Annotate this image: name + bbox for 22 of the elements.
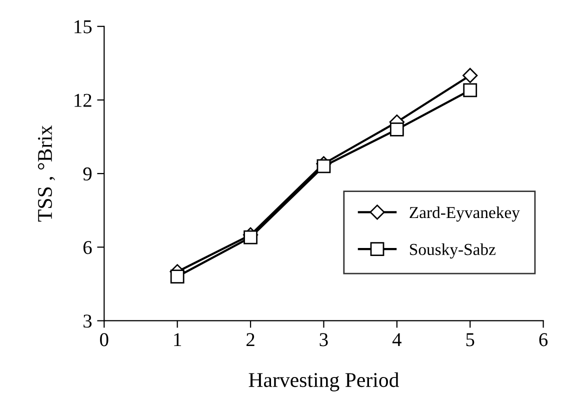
point — [316, 159, 331, 174]
y-axis-title: TSS , °Brix — [38, 125, 56, 222]
point — [462, 68, 478, 84]
x-tick-label: 2 — [246, 333, 254, 346]
x-tick-label: 3 — [320, 333, 328, 346]
point — [390, 122, 404, 136]
x-tick-label: 4 — [392, 333, 402, 346]
y-tick-label: 3 — [84, 314, 92, 328]
point — [170, 270, 184, 284]
y-tick-label: 15 — [74, 20, 92, 34]
y-tick-label: 9 — [83, 167, 92, 181]
y-tick-label: 12 — [74, 94, 92, 107]
point — [244, 230, 258, 244]
x-tick-label: 1 — [174, 333, 182, 346]
x-tick-label: 5 — [466, 333, 474, 346]
legend-label: Zard-Eyvanekey — [410, 206, 520, 222]
y-tick-label: 6 — [83, 241, 92, 254]
point — [463, 83, 478, 98]
x-axis-title: Harvesting Period — [248, 372, 399, 392]
x-tick-label: 6 — [539, 333, 548, 346]
legend-label: Sousky-Sabz — [410, 243, 496, 259]
x-tick-label: 0 — [100, 333, 108, 346]
